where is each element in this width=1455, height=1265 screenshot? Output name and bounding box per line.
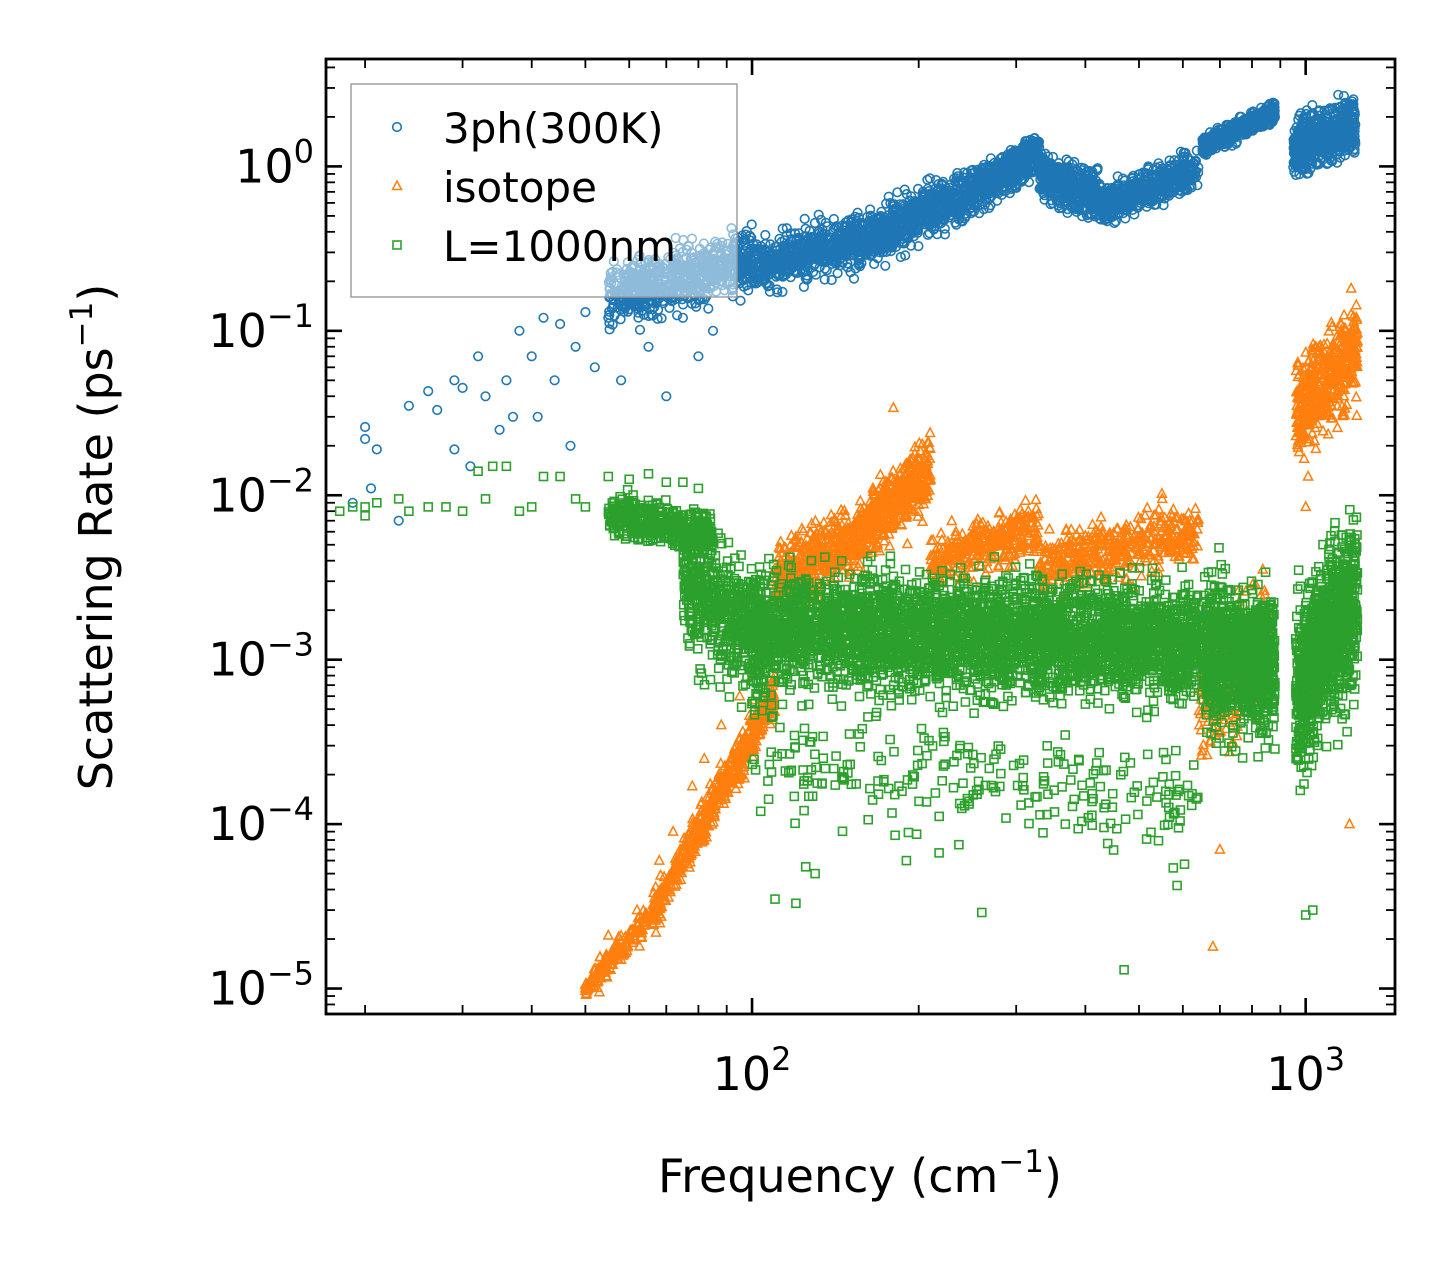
point-series-1 [604, 324, 615, 335]
point-series-1 [449, 444, 460, 455]
point-series-1 [532, 411, 543, 422]
point-series-1 [638, 309, 650, 320]
point-series-1 [671, 310, 683, 321]
point-series-1 [690, 298, 701, 309]
point-series-1 [589, 362, 600, 373]
point-series-1 [736, 263, 748, 275]
point-series-1 [403, 400, 415, 411]
point-series-1 [360, 433, 371, 445]
point-series-1 [922, 174, 933, 185]
point-series-1 [760, 229, 771, 241]
point-series-1 [777, 286, 788, 298]
point-series-1 [647, 304, 658, 315]
point-series-1 [799, 213, 810, 224]
point-series-1 [800, 223, 811, 234]
point-series-1 [570, 341, 581, 352]
point-series-1 [538, 312, 549, 323]
point-series-1 [423, 386, 434, 397]
point-series-1 [661, 391, 672, 402]
point-series-1 [656, 313, 667, 324]
point-series-1 [554, 318, 566, 330]
point-series-1 [565, 440, 576, 451]
point-series-1 [549, 375, 560, 386]
point-series-1 [633, 312, 644, 323]
point-series-1 [526, 351, 537, 362]
point-series-1 [457, 382, 468, 394]
point-series-1 [643, 341, 654, 352]
point-series-1 [693, 351, 704, 362]
point-series-1 [735, 295, 746, 306]
point-series-1 [371, 444, 382, 455]
point-series-1 [664, 302, 675, 314]
point-series-1 [393, 515, 404, 526]
point-series-1 [618, 306, 629, 317]
point-series-1 [360, 421, 371, 433]
point-series-1 [686, 298, 697, 309]
point-series-1 [746, 219, 757, 230]
point-series-1 [580, 307, 591, 318]
point-series-1 [473, 351, 484, 362]
point-series-1 [514, 325, 525, 336]
point-series-1 [707, 325, 719, 336]
point-series-1 [365, 483, 377, 494]
point-series-1 [741, 226, 752, 237]
point-series-1 [813, 209, 824, 220]
point-series-1 [609, 310, 620, 321]
point-series-1 [432, 404, 443, 416]
point-series-1 [634, 324, 646, 335]
point-series-1 [652, 313, 663, 324]
point-series-1 [501, 375, 512, 386]
point-series-1 [494, 424, 505, 435]
point-series-1 [615, 375, 627, 386]
point-series-1 [449, 375, 460, 386]
point-series-1 [746, 232, 757, 243]
point-series-1 [703, 303, 714, 314]
point-series-1 [480, 391, 491, 402]
data-points [334, 89, 1364, 999]
point-series-1 [880, 260, 891, 271]
point-series-1 [604, 318, 615, 329]
point-series-1 [1333, 89, 1344, 100]
point-series-1 [738, 251, 749, 262]
point-series-1 [507, 411, 519, 422]
